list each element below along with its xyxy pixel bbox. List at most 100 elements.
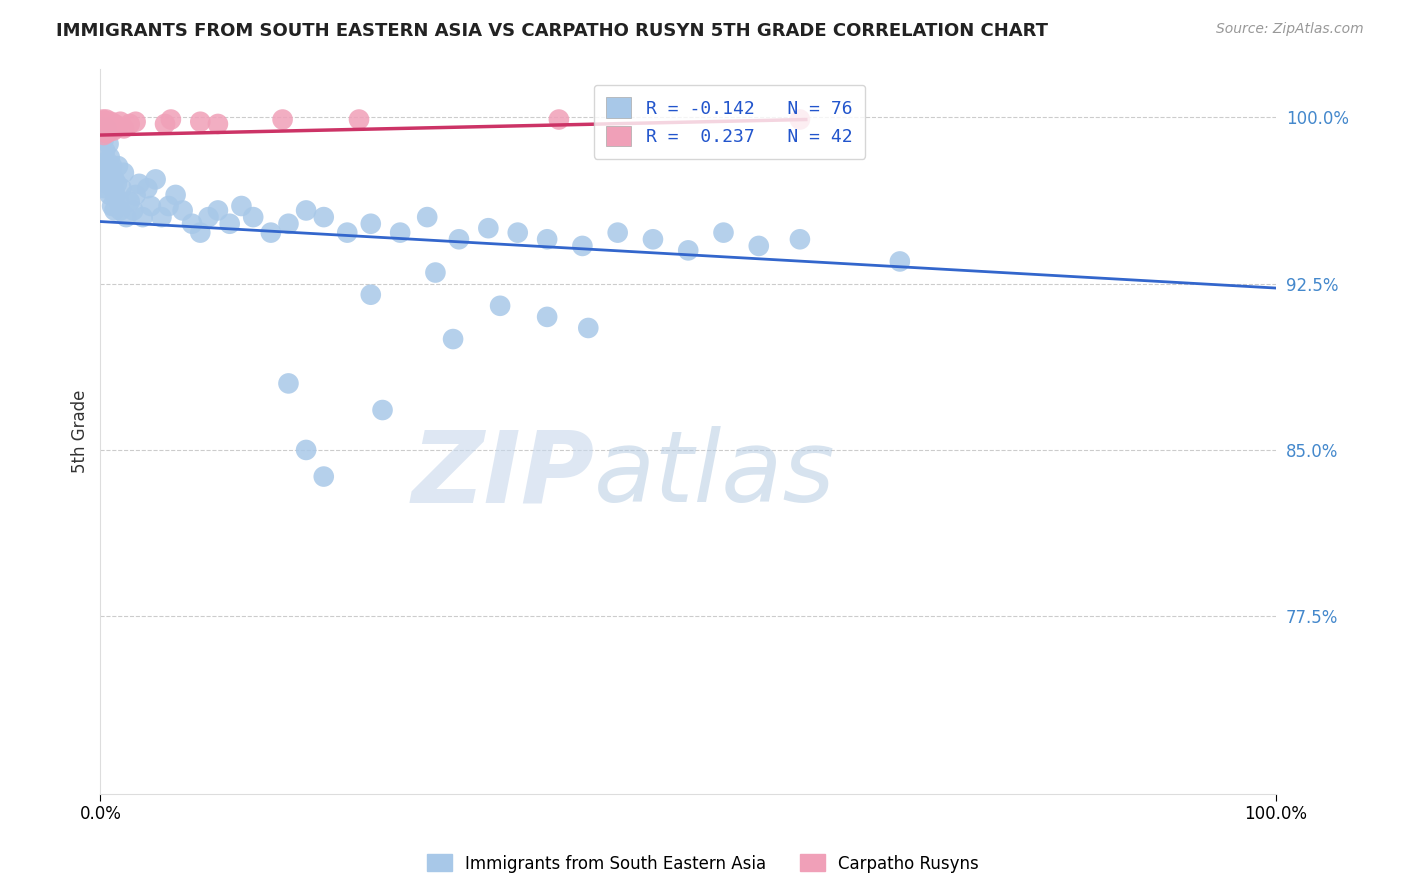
Legend: R = -0.142   N = 76, R =  0.237   N = 42: R = -0.142 N = 76, R = 0.237 N = 42	[593, 85, 865, 159]
Point	[271, 112, 294, 127]
Point	[91, 123, 114, 137]
Point	[889, 254, 911, 268]
Point	[101, 159, 124, 173]
Point	[97, 123, 120, 137]
Point	[98, 117, 121, 131]
Point	[789, 232, 811, 246]
Point	[713, 226, 735, 240]
Point	[93, 119, 115, 133]
Point	[108, 194, 131, 209]
Point	[124, 114, 146, 128]
Point	[105, 177, 128, 191]
Point	[136, 181, 159, 195]
Point	[96, 126, 118, 140]
Point	[676, 244, 699, 258]
Point	[277, 376, 299, 391]
Point	[576, 321, 599, 335]
Point	[91, 112, 114, 127]
Point	[122, 203, 145, 218]
Point	[506, 226, 529, 240]
Point	[115, 210, 138, 224]
Point	[389, 226, 412, 240]
Point	[131, 210, 153, 224]
Point	[360, 217, 382, 231]
Point	[789, 112, 811, 127]
Point	[110, 203, 132, 218]
Point	[94, 123, 117, 137]
Point	[536, 232, 558, 246]
Point	[91, 159, 114, 173]
Point	[110, 181, 132, 195]
Point	[231, 199, 253, 213]
Point	[277, 217, 299, 231]
Point	[93, 172, 115, 186]
Point	[90, 119, 112, 133]
Point	[336, 226, 359, 240]
Point	[96, 114, 118, 128]
Point	[606, 226, 628, 240]
Y-axis label: 5th Grade: 5th Grade	[72, 390, 89, 473]
Point	[93, 132, 115, 146]
Point	[96, 177, 118, 191]
Point	[157, 199, 180, 213]
Point	[536, 310, 558, 324]
Point	[477, 221, 499, 235]
Point	[96, 117, 118, 131]
Point	[98, 150, 121, 164]
Text: IMMIGRANTS FROM SOUTH EASTERN ASIA VS CARPATHO RUSYN 5TH GRADE CORRELATION CHART: IMMIGRANTS FROM SOUTH EASTERN ASIA VS CA…	[56, 22, 1049, 40]
Point	[96, 121, 118, 136]
Point	[104, 121, 127, 136]
Point	[104, 188, 127, 202]
Point	[218, 217, 240, 231]
Point	[145, 172, 167, 186]
Point	[124, 188, 146, 202]
Point	[103, 172, 125, 186]
Text: Source: ZipAtlas.com: Source: ZipAtlas.com	[1216, 22, 1364, 37]
Point	[347, 112, 370, 127]
Point	[441, 332, 464, 346]
Point	[188, 226, 211, 240]
Point	[153, 117, 176, 131]
Point	[96, 163, 118, 178]
Point	[295, 203, 318, 218]
Point	[100, 170, 122, 185]
Text: ZIP: ZIP	[411, 426, 595, 523]
Point	[242, 210, 264, 224]
Point	[94, 114, 117, 128]
Point	[641, 232, 664, 246]
Point	[312, 210, 335, 224]
Point	[160, 112, 183, 127]
Point	[110, 114, 132, 128]
Point	[425, 266, 447, 280]
Point	[91, 117, 114, 131]
Point	[96, 112, 118, 127]
Point	[96, 154, 118, 169]
Point	[107, 119, 129, 133]
Point	[97, 136, 120, 151]
Point	[295, 442, 318, 457]
Point	[103, 123, 125, 137]
Point	[93, 114, 115, 128]
Point	[103, 181, 125, 195]
Point	[197, 210, 219, 224]
Point	[150, 210, 173, 224]
Point	[100, 114, 122, 128]
Point	[94, 144, 117, 158]
Point	[188, 114, 211, 128]
Point	[112, 166, 135, 180]
Point	[107, 159, 129, 173]
Point	[93, 128, 115, 142]
Point	[90, 114, 112, 128]
Point	[172, 203, 194, 218]
Point	[571, 239, 593, 253]
Point	[93, 123, 115, 137]
Point	[94, 181, 117, 195]
Point	[96, 121, 118, 136]
Point	[96, 126, 118, 140]
Point	[207, 203, 229, 218]
Point	[94, 119, 117, 133]
Point	[139, 199, 162, 213]
Point	[207, 117, 229, 131]
Point	[748, 239, 770, 253]
Point	[98, 188, 121, 202]
